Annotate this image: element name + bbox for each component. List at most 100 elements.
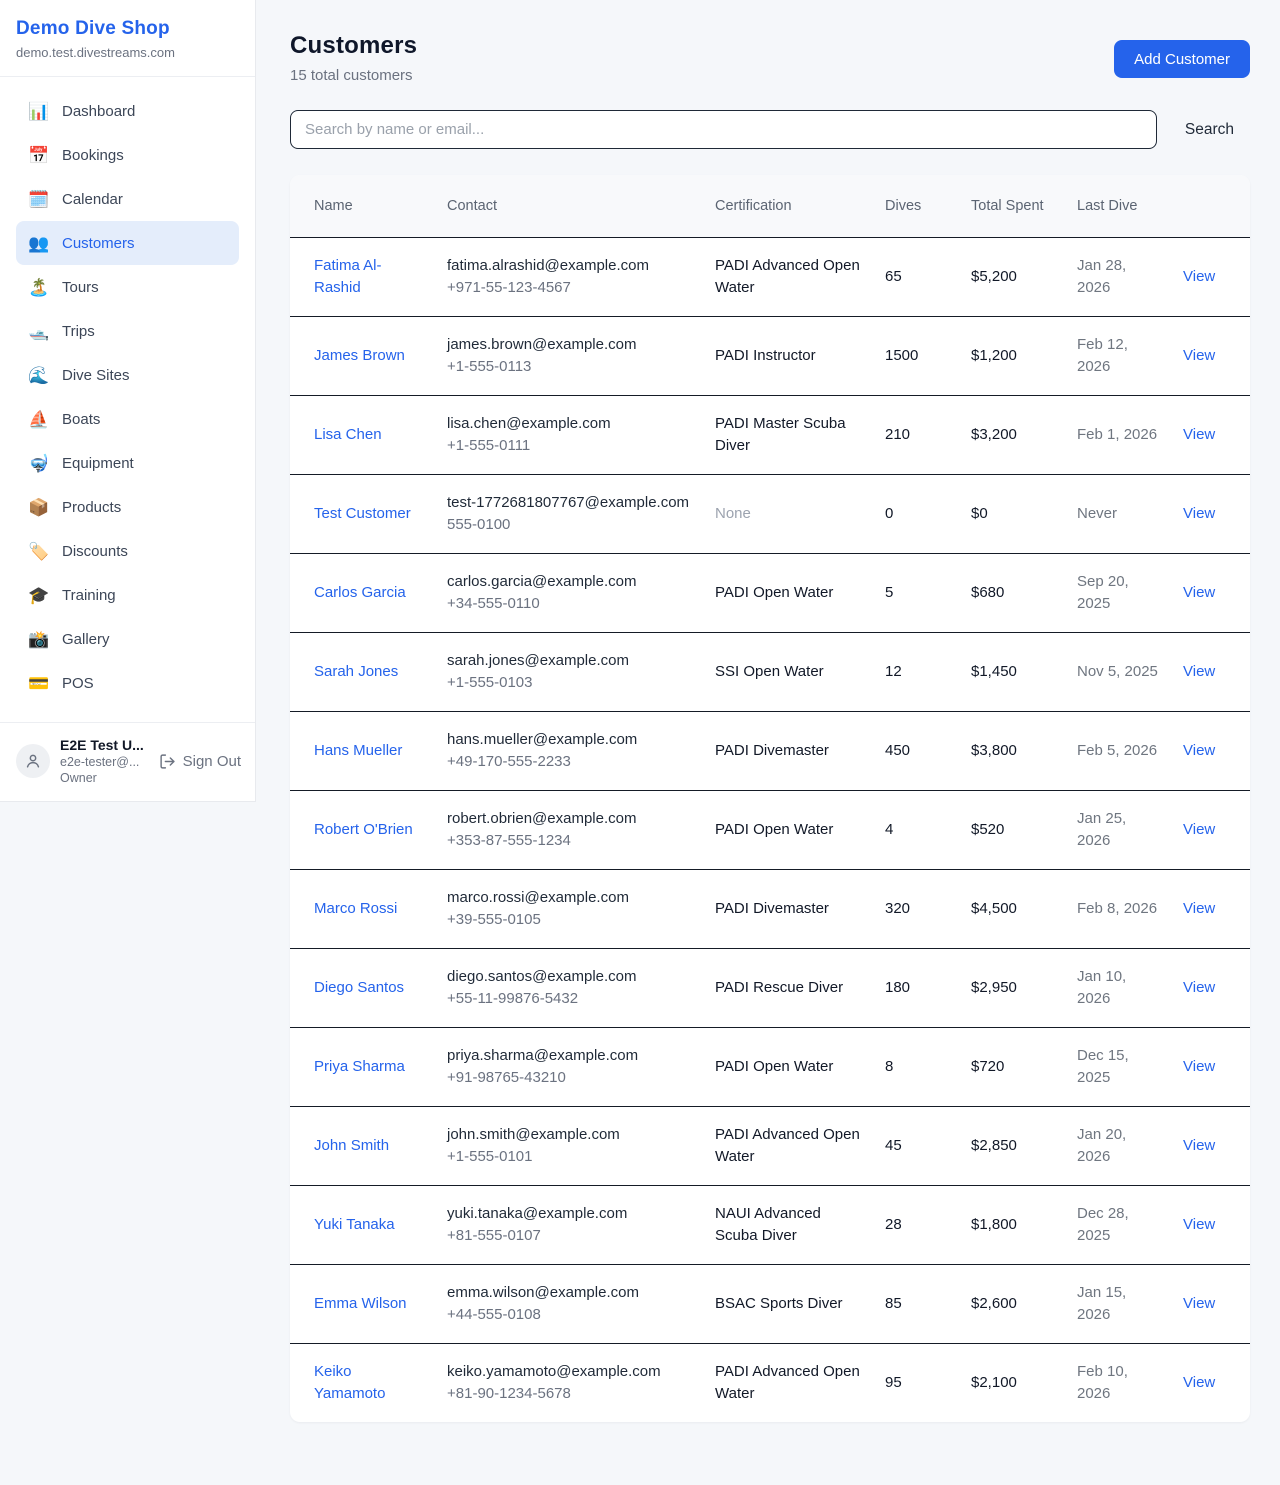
customer-total-spent: $2,600 (971, 1294, 1017, 1312)
customer-dives: 12 (885, 662, 902, 680)
customer-name-link[interactable]: Emma Wilson (314, 1294, 407, 1312)
customer-email: carlos.garcia@example.com (447, 572, 637, 590)
view-link[interactable]: View (1183, 583, 1216, 601)
sidebar-item-label: Dashboard (62, 102, 136, 120)
page-header-text: Customers 15 total customers (290, 32, 417, 84)
sidebar-item-training[interactable]: 🎓 Training (16, 573, 239, 617)
sidebar-item-label: Equipment (62, 454, 134, 472)
customer-certification: SSI Open Water (715, 662, 824, 680)
user-email: e2e-tester@... (60, 755, 140, 769)
sidebar-item-label: Training (62, 586, 116, 604)
table-row: Lisa Chen lisa.chen@example.com +1-555-01… (290, 395, 1250, 474)
sidebar-item-equipment[interactable]: 🤿 Equipment (16, 441, 239, 485)
view-link[interactable]: View (1183, 1215, 1216, 1233)
sidebar-item-label: Gallery (62, 630, 110, 648)
view-link[interactable]: View (1183, 1057, 1216, 1075)
sidebar-item-calendar[interactable]: 🗓️ Calendar (16, 177, 239, 221)
sidebar-item-label: Customers (62, 234, 135, 252)
column-header-last-dive: Last Dive (1065, 175, 1171, 238)
customer-phone: +91-98765-43210 (447, 1068, 566, 1086)
view-link[interactable]: View (1183, 267, 1216, 285)
table-row: Keiko Yamamoto keiko.yamamoto@example.co… (290, 1343, 1250, 1422)
sidebar-header: Demo Dive Shop demo.test.divestreams.com (0, 0, 255, 77)
sidebar-item-bookings[interactable]: 📅 Bookings (16, 133, 239, 177)
view-link[interactable]: View (1183, 820, 1216, 838)
view-link[interactable]: View (1183, 1136, 1216, 1154)
view-link[interactable]: View (1183, 346, 1216, 364)
customer-total-spent: $3,800 (971, 741, 1017, 759)
customer-last-dive: Dec 28, 2025 (1077, 1204, 1129, 1244)
customer-name-link[interactable]: Robert O'Brien (314, 820, 413, 838)
customer-name-link[interactable]: Diego Santos (314, 978, 405, 996)
customer-name-link[interactable]: James Brown (314, 346, 405, 364)
search-button[interactable]: Search (1184, 120, 1234, 138)
customer-name-link[interactable]: Sarah Jones (314, 662, 399, 680)
customer-email: emma.wilson@example.com (447, 1283, 639, 1301)
customer-name-link[interactable]: Test Customer (314, 504, 411, 522)
customer-name-link[interactable]: Carlos Garcia (314, 583, 406, 601)
view-link[interactable]: View (1183, 978, 1216, 996)
sidebar-item-label: Dive Sites (62, 366, 130, 384)
table-row: Marco Rossi marco.rossi@example.com +39-5… (290, 869, 1250, 948)
customer-name-link[interactable]: Marco Rossi (314, 899, 398, 917)
view-link[interactable]: View (1183, 504, 1216, 522)
customer-certification: PADI Open Water (715, 1057, 834, 1075)
search-input[interactable] (290, 110, 1157, 149)
table-header-row: Name Contact Certification Dives Total S… (290, 175, 1250, 238)
sidebar-item-dashboard[interactable]: 📊 Dashboard (16, 89, 239, 133)
customer-name-link[interactable]: John Smith (314, 1136, 390, 1154)
sidebar-item-tours[interactable]: 🏝️ Tours (16, 265, 239, 309)
view-link[interactable]: View (1183, 425, 1216, 443)
customer-total-spent: $1,800 (971, 1215, 1017, 1233)
customer-email: diego.santos@example.com (447, 967, 637, 985)
customer-name-link[interactable]: Fatima Al-Rashid (314, 256, 382, 296)
customer-name-link[interactable]: Lisa Chen (314, 425, 382, 443)
customer-name-link[interactable]: Priya Sharma (314, 1057, 405, 1075)
dive-sites-icon: 🌊 (28, 365, 50, 385)
sidebar-item-label: Discounts (62, 542, 128, 560)
sidebar-item-dive-sites[interactable]: 🌊 Dive Sites (16, 353, 239, 397)
equipment-icon: 🤿 (28, 453, 50, 473)
customer-total-spent: $2,850 (971, 1136, 1017, 1154)
page-title: Customers (290, 32, 418, 59)
customer-phone: +1-555-0113 (447, 357, 532, 375)
customer-email: test-1772681807767@example.com (447, 493, 690, 511)
customer-name-link[interactable]: Hans Mueller (314, 741, 403, 759)
customer-email: fatima.alrashid@example.com (447, 256, 649, 274)
customer-dives: 65 (885, 267, 902, 285)
customer-last-dive: Nov 5, 2025 (1077, 662, 1158, 680)
view-link[interactable]: View (1183, 1294, 1216, 1312)
view-link[interactable]: View (1183, 899, 1216, 917)
customer-last-dive: Never (1077, 504, 1118, 522)
sidebar-item-customers[interactable]: 👥 Customers (16, 221, 239, 265)
sidebar-item-pos[interactable]: 💳 POS (16, 661, 239, 705)
view-link[interactable]: View (1183, 662, 1216, 680)
add-customer-button[interactable]: Add Customer (1114, 40, 1250, 78)
customer-name-link[interactable]: Keiko Yamamoto (314, 1362, 386, 1402)
customer-total-spent: $0 (971, 504, 988, 522)
sidebar-item-boats[interactable]: ⛵ Boats (16, 397, 239, 441)
main-content: Customers 15 total customers Add Custome… (256, 0, 1280, 1466)
customer-last-dive: Feb 10, 2026 (1077, 1362, 1128, 1402)
view-link[interactable]: View (1183, 741, 1216, 759)
customer-total-spent: $680 (971, 583, 1005, 601)
customer-phone: +1-555-0103 (447, 673, 533, 691)
view-link[interactable]: View (1183, 1373, 1216, 1391)
table-row: Emma Wilson emma.wilson@example.com +44-5… (290, 1264, 1250, 1343)
customer-dives: 5 (885, 583, 894, 601)
customer-name-link[interactable]: Yuki Tanaka (314, 1215, 395, 1233)
sidebar-item-discounts[interactable]: 🏷️ Discounts (16, 529, 239, 573)
shop-name: Demo Dive Shop (16, 18, 170, 39)
customer-dives: 180 (885, 978, 911, 996)
customers-table: Name Contact Certification Dives Total S… (290, 175, 1250, 1422)
sidebar-item-trips[interactable]: 🛥️ Trips (16, 309, 239, 353)
customers-icon: 👥 (28, 233, 50, 253)
customer-dives: 85 (885, 1294, 902, 1312)
customer-total-spent: $3,200 (971, 425, 1017, 443)
sign-out-button[interactable]: Sign Out (159, 753, 241, 770)
sidebar-item-products[interactable]: 📦 Products (16, 485, 239, 529)
user-meta: E2E Test U... e2e-tester@... Owner (60, 737, 149, 785)
table-row: James Brown james.brown@example.com +1-55… (290, 316, 1250, 395)
sidebar-item-gallery[interactable]: 📸 Gallery (16, 617, 239, 661)
